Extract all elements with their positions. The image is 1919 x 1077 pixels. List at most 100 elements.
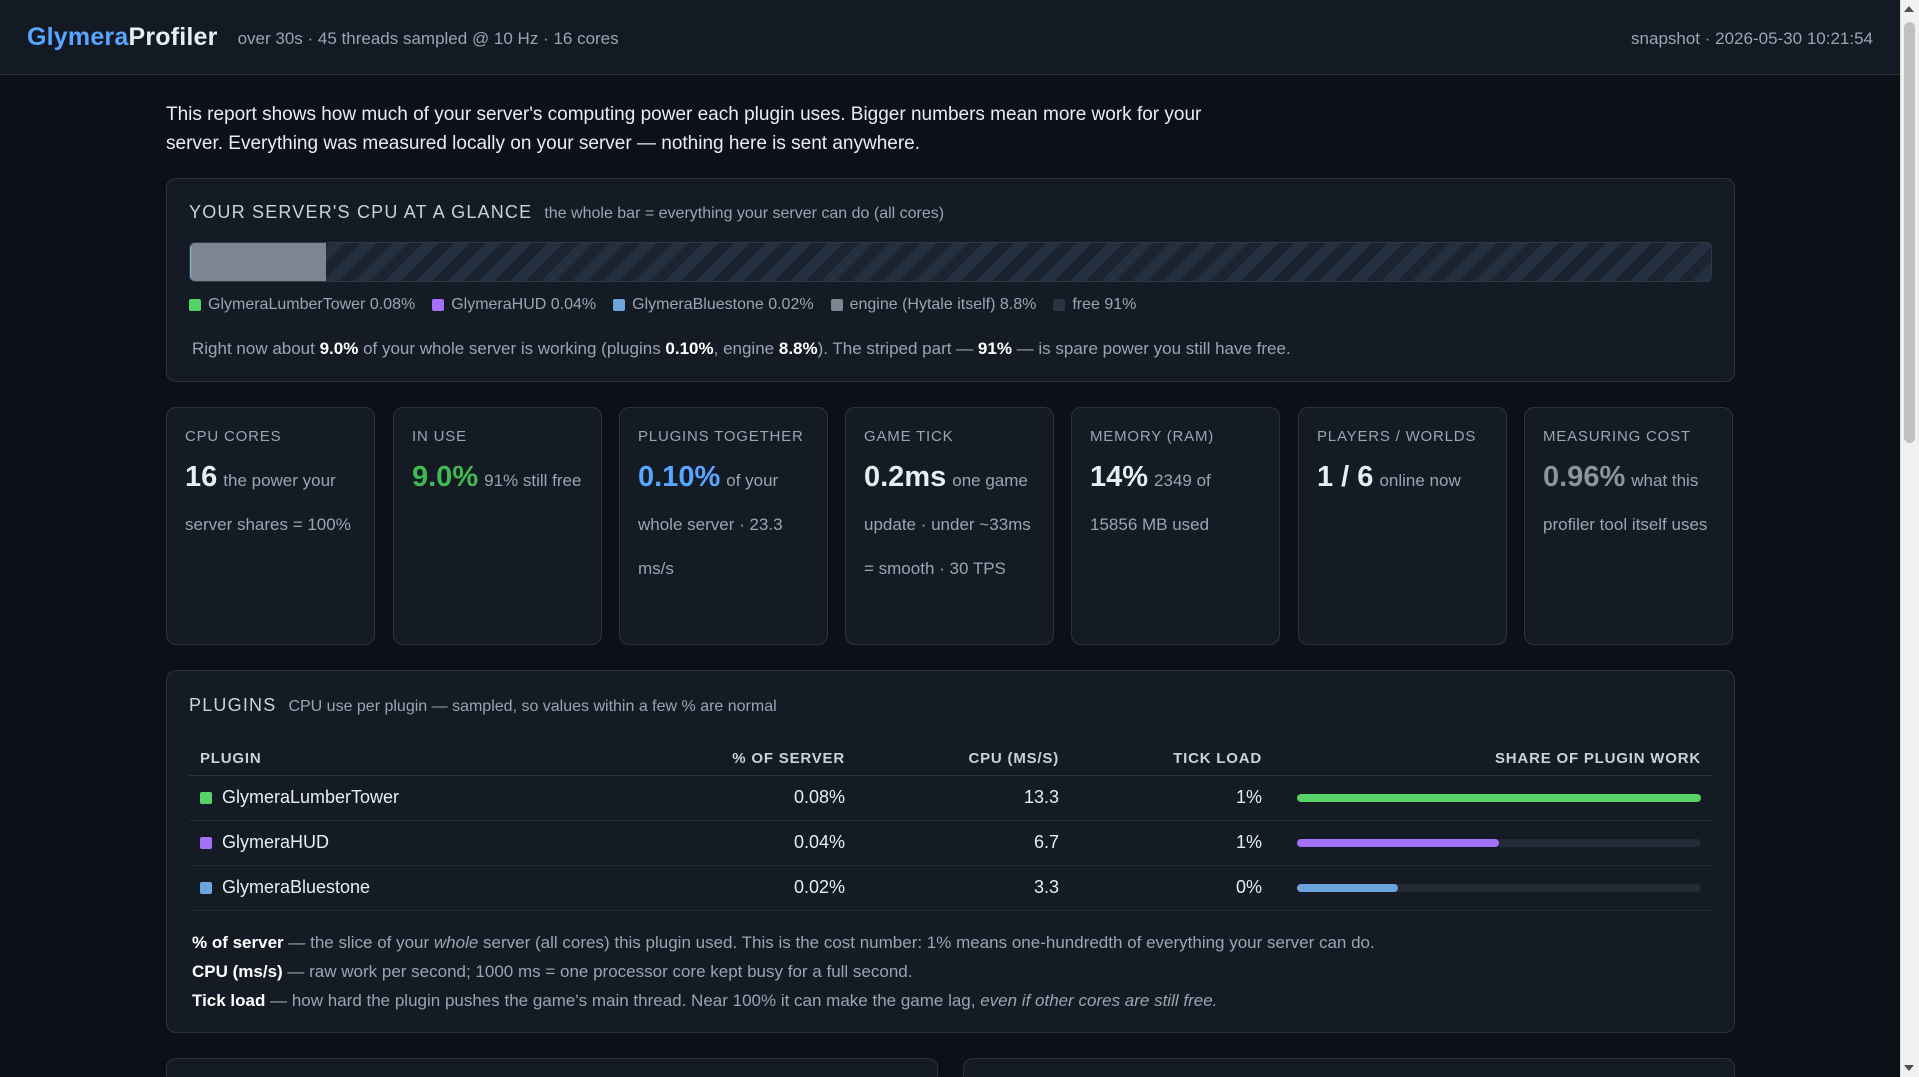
plugin-color-swatch [200, 881, 212, 894]
cpu-summary: Right now about 9.0% of your whole serve… [192, 339, 1291, 359]
legend-item: GlymeraHUD 0.04% [432, 296, 596, 314]
vertical-scrollbar[interactable] [1900, 0, 1919, 1077]
stat-game-tick: Game tick 0.2ms one game update · under ~… [845, 407, 1054, 645]
stat-desc: 2349 of 15856 MB used [1090, 471, 1211, 534]
stat-in-use: In use 9.0% 91% still free [393, 407, 602, 645]
stat-desc: 91% still free [484, 471, 582, 490]
legend-label: GlymeraBluestone 0.02% [632, 296, 814, 313]
note-term: % of server [192, 933, 284, 952]
plugin-name: GlymeraBluestone [222, 877, 371, 897]
stat-desc: the power your server shares = 100% [185, 471, 351, 534]
plugin-tick-load: 1% [1070, 820, 1273, 866]
scrollbar-thumb[interactable] [1904, 22, 1915, 443]
plugins-title: Plugins [189, 695, 277, 715]
table-row[interactable]: GlymeraBluestone 0.02% 3.3 0% [189, 865, 1712, 911]
plugin-name: GlymeraHUD [222, 832, 330, 852]
stat-desc: of your whole server · 23.3 ms/s [638, 471, 783, 578]
sample-meta: over 30s · 45 threads sampled @ 10 Hz · … [237, 28, 619, 48]
plugin-share-bar [1297, 838, 1701, 847]
stat-label: Memory (RAM) [1090, 428, 1215, 445]
summary-text: — is spare power you still have free. [1011, 339, 1291, 358]
stat-desc: online now [1379, 471, 1461, 490]
logo-product: Profiler [128, 22, 218, 51]
intro-text: This report shows how much of your serve… [166, 104, 1202, 154]
stat-desc: one game update · under ~33ms = smooth ·… [864, 471, 1031, 578]
stat-cpu-cores: CPU cores 16 the power your server shares… [166, 407, 375, 645]
note-text: — raw work per second; 1000 ms = one pro… [282, 962, 913, 981]
summary-plugins: 0.10% [665, 339, 714, 358]
plugin-tick-load: 0% [1070, 865, 1273, 911]
glance-subtitle: the whole bar = everything your server c… [544, 205, 945, 222]
plugin-percent-server: 0.08% [609, 775, 856, 821]
stat-value: 0.10% [638, 461, 721, 493]
note-term: CPU (ms/s) [192, 962, 283, 981]
logo-brand: Glymera [27, 22, 129, 51]
stat-value: 14% [1090, 461, 1149, 493]
legend-swatch [432, 299, 445, 311]
cpu-bar-segment-engine [192, 243, 326, 281]
note-emphasis: even if other cores are still free. [980, 991, 1218, 1010]
note-cpu: CPU (ms/s) — raw work per second; 1000 m… [192, 957, 1375, 986]
table-row[interactable]: GlymeraHUD 0.04% 6.7 1% [189, 820, 1712, 866]
stat-desc: what this profiler tool itself uses [1543, 471, 1708, 534]
summary-text: , engine [713, 339, 779, 358]
plugin-tick-load: 1% [1070, 775, 1273, 821]
legend-item: GlymeraLumberTower 0.08% [189, 296, 415, 314]
legend-swatch [613, 299, 626, 311]
stat-plugins-together: Plugins together 0.10% of your whole serv… [619, 407, 828, 645]
table-row[interactable]: GlymeraLumberTower 0.08% 13.3 1% [189, 775, 1712, 821]
col-share[interactable]: Share of plugin work [1273, 743, 1712, 776]
stat-label: Measuring cost [1543, 428, 1691, 445]
stat-players-worlds: Players / Worlds 1 / 6 online now [1298, 407, 1507, 645]
plugins-card: Plugins CPU use per plugin — sampled, so… [166, 670, 1735, 1033]
plugin-share-fill [1297, 838, 1499, 847]
plugin-percent-server: 0.04% [609, 820, 856, 866]
plugin-name: GlymeraLumberTower [222, 787, 400, 807]
col-plugin[interactable]: Plugin [189, 743, 609, 776]
stat-value: 16 [185, 461, 218, 493]
stat-label: In use [412, 428, 467, 445]
stat-label: CPU cores [185, 428, 282, 445]
stat-label: Game tick [864, 428, 954, 445]
lower-card-left [166, 1058, 938, 1077]
plugins-table: Plugin % of server CPU (ms/s) Tick load … [189, 743, 1712, 911]
stat-value: 0.96% [1543, 461, 1626, 493]
app-logo: GlymeraProfiler [27, 23, 218, 52]
plugin-cpu: 3.3 [856, 865, 1070, 911]
plugin-share-bar [1297, 883, 1701, 892]
stat-value: 0.2ms [864, 461, 947, 493]
plugin-percent-server: 0.02% [609, 865, 856, 911]
plugins-notes: % of server — the slice of your whole se… [192, 928, 1375, 1015]
col-cpu[interactable]: CPU (ms/s) [856, 743, 1070, 776]
summary-engine: 8.8% [778, 339, 818, 358]
cpu-bar-segment-glymerahud [191, 243, 192, 281]
plugin-share-fill [1297, 793, 1701, 802]
scroll-down-icon[interactable] [1904, 1065, 1914, 1071]
legend-swatch [189, 299, 201, 311]
stat-memory: Memory (RAM) 14% 2349 of 15856 MB used [1071, 407, 1280, 645]
cpu-glance-card: Your server's CPU at a glance the whole … [166, 178, 1735, 382]
cpu-usage-bar [189, 242, 1712, 282]
cpu-legend: GlymeraLumberTower 0.08% GlymeraHUD 0.04%… [189, 296, 1136, 314]
legend-label: free 91% [1072, 296, 1137, 313]
glance-title: Your server's CPU at a glance [189, 202, 533, 222]
legend-label: GlymeraHUD 0.04% [451, 296, 597, 313]
legend-item: engine (Hytale itself) 8.8% [830, 296, 1037, 314]
plugins-subtitle: CPU use per plugin — sampled, so values … [288, 698, 777, 715]
plugin-cpu: 6.7 [856, 820, 1070, 866]
col-tick-load[interactable]: Tick load [1070, 743, 1273, 776]
stat-label: Plugins together [638, 428, 804, 445]
snapshot-time: snapshot · 2026-05-30 10:21:54 [1631, 28, 1873, 48]
scroll-up-icon[interactable] [1904, 6, 1914, 12]
stat-label: Players / Worlds [1317, 428, 1477, 445]
note-text: — how hard the plugin pushes the game's … [265, 991, 981, 1010]
stat-value: 1 / 6 [1317, 461, 1374, 493]
cpu-bar-segment-glymeralumbertower [190, 243, 192, 281]
summary-free: 91% [977, 339, 1012, 358]
stat-value: 9.0% [412, 461, 479, 493]
legend-item: free 91% [1053, 296, 1136, 314]
note-text: server (all cores) this plugin used. Thi… [478, 933, 1375, 952]
legend-label: engine (Hytale itself) 8.8% [849, 296, 1037, 313]
lower-card-right [963, 1058, 1735, 1077]
col-percent-server[interactable]: % of server [609, 743, 856, 776]
